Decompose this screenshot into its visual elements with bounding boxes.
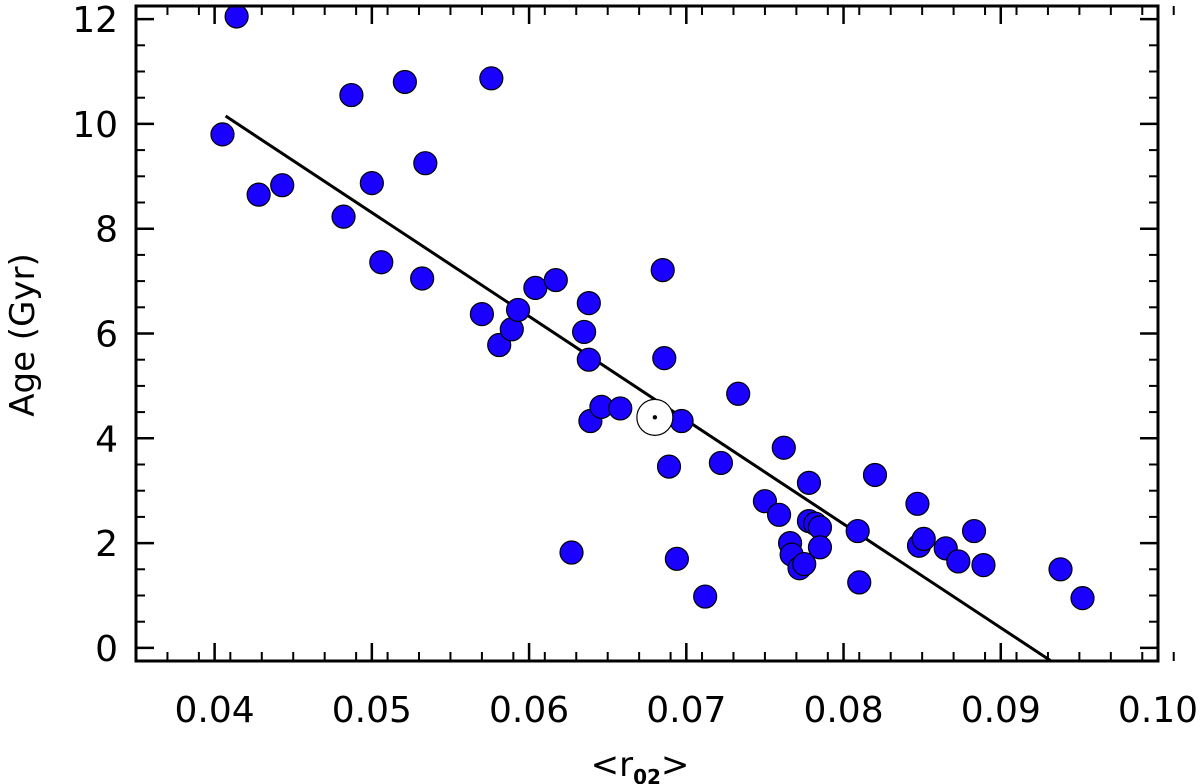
data-point bbox=[946, 549, 971, 574]
data-point bbox=[572, 319, 597, 345]
x-axis-label: <r02> bbox=[591, 745, 690, 784]
y-tick-label: 6 bbox=[95, 315, 118, 356]
data-point bbox=[469, 302, 495, 327]
data-point bbox=[576, 291, 601, 316]
data-point bbox=[246, 182, 271, 207]
data-point bbox=[708, 450, 733, 476]
sun-symbol-dot bbox=[652, 415, 658, 420]
data-points bbox=[210, 4, 1095, 611]
data-point bbox=[559, 540, 584, 565]
fit-line-group bbox=[224, 114, 1052, 663]
data-point bbox=[608, 396, 633, 421]
data-point bbox=[807, 535, 833, 560]
data-point bbox=[339, 82, 364, 108]
data-point bbox=[1070, 586, 1095, 611]
x-tick-label: 0.06 bbox=[489, 690, 569, 731]
y-tick-label: 2 bbox=[95, 524, 118, 565]
x-axis-label-open: <r bbox=[591, 745, 633, 784]
data-point bbox=[359, 171, 384, 196]
data-point bbox=[270, 173, 295, 198]
y-tick-label: 0 bbox=[95, 629, 118, 670]
x-axis-label-subscript: 02 bbox=[633, 765, 661, 784]
data-point bbox=[369, 250, 394, 275]
data-point bbox=[523, 275, 548, 301]
data-point bbox=[771, 435, 796, 460]
data-point bbox=[410, 266, 435, 291]
data-point bbox=[413, 151, 438, 176]
data-point bbox=[961, 518, 987, 544]
data-point bbox=[845, 518, 870, 544]
data-point bbox=[1048, 557, 1073, 582]
data-point bbox=[693, 584, 718, 609]
data-point bbox=[652, 346, 677, 371]
data-point bbox=[210, 122, 235, 147]
plot-frame bbox=[134, 4, 1160, 663]
data-point bbox=[576, 347, 601, 372]
data-point bbox=[726, 381, 751, 406]
data-point bbox=[792, 551, 817, 577]
data-point bbox=[766, 502, 792, 527]
x-tick-label: 0.08 bbox=[803, 690, 883, 731]
data-point bbox=[905, 491, 930, 516]
data-point bbox=[543, 267, 568, 293]
data-point bbox=[862, 462, 888, 488]
x-tick-label: 0.09 bbox=[961, 690, 1041, 731]
data-point bbox=[669, 408, 694, 434]
data-point bbox=[224, 4, 249, 29]
y-tick-label: 10 bbox=[72, 105, 118, 146]
x-tick-label: 0.10 bbox=[1118, 690, 1198, 731]
y-tick-label: 12 bbox=[72, 0, 118, 41]
data-point bbox=[331, 204, 356, 229]
y-tick-label: 4 bbox=[95, 419, 118, 460]
data-point bbox=[392, 69, 417, 95]
data-point bbox=[847, 570, 872, 595]
data-point bbox=[971, 553, 996, 578]
data-point bbox=[664, 546, 689, 571]
data-point bbox=[796, 470, 822, 495]
x-axis-label-close: > bbox=[661, 745, 690, 784]
axis-ticks bbox=[135, 6, 1175, 661]
y-tick-label: 8 bbox=[95, 210, 118, 251]
x-tick-label: 0.04 bbox=[175, 690, 255, 731]
data-point bbox=[656, 454, 682, 479]
x-tick-label: 0.07 bbox=[646, 690, 726, 731]
data-point bbox=[479, 66, 504, 91]
sun-symbol-group bbox=[636, 398, 674, 436]
y-axis-label: Age (Gyr) bbox=[3, 253, 43, 417]
x-tick-label: 0.05 bbox=[332, 690, 412, 731]
data-point bbox=[505, 297, 531, 323]
data-point bbox=[911, 526, 936, 552]
data-point bbox=[650, 257, 675, 283]
fit-line bbox=[224, 114, 1052, 663]
tick-labels: 0.04 0.05 0.06 0.07 0.08 0.09 0.10 0 2 4 6 8 10 12 bbox=[72, 0, 1198, 731]
